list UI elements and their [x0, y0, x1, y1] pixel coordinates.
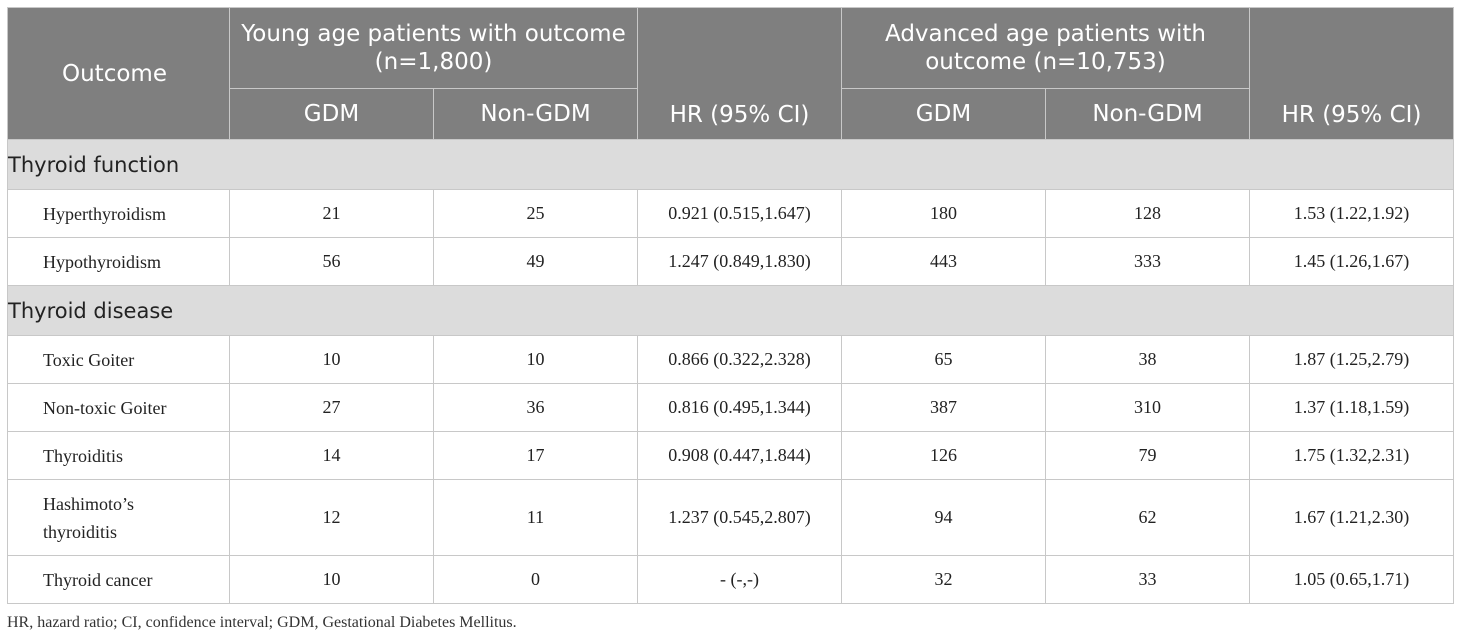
outcome-cell: Hashimoto’s thyroiditis [7, 479, 230, 556]
advanced-gdm-cell: 126 [841, 431, 1046, 480]
young-hr-cell: 1.247 (0.849,1.830) [637, 237, 842, 286]
table-row: Thyroid cancer 10 0 - (-,-) 32 33 1.05 (… [7, 555, 1455, 604]
young-gdm-header: GDM [229, 88, 434, 140]
young-non-gdm-cell: 11 [433, 479, 638, 556]
outcome-cell: Hypothyroidism [7, 237, 230, 286]
advanced-hr-cell: 1.75 (1.32,2.31) [1249, 431, 1455, 480]
young-age-group-header: Young age patients with outcome (n=1,800… [229, 7, 638, 89]
advanced-gdm-cell: 180 [841, 189, 1046, 238]
young-hr-cell: 0.908 (0.447,1.844) [637, 431, 842, 480]
young-non-gdm-cell: 10 [433, 335, 638, 384]
outcome-cell: Thyroiditis [7, 431, 230, 480]
advanced-hr-header: HR (95% CI) [1249, 7, 1455, 140]
section-title: Thyroid function [6, 139, 1455, 190]
outcome-cell: Toxic Goiter [7, 335, 230, 384]
young-non-gdm-cell: 0 [433, 555, 638, 604]
young-gdm-cell: 12 [229, 479, 434, 556]
header-row-2: GDM Non-GDM GDM Non-GDM [8, 88, 1454, 140]
advanced-non-gdm-header: Non-GDM [1044, 88, 1251, 140]
results-table: Outcome Young age patients with outcome … [6, 7, 1455, 604]
young-hr-cell: 0.921 (0.515,1.647) [637, 189, 842, 238]
advanced-non-gdm-cell: 33 [1044, 555, 1251, 604]
young-hr-cell: 0.816 (0.495,1.344) [637, 383, 842, 432]
advanced-gdm-cell: 387 [841, 383, 1046, 432]
advanced-non-gdm-cell: 62 [1044, 479, 1251, 556]
table-footnote: HR, hazard ratio; CI, confidence interva… [7, 614, 517, 631]
advanced-non-gdm-cell: 38 [1044, 335, 1251, 384]
young-non-gdm-header: Non-GDM [433, 88, 638, 140]
section-title: Thyroid disease [6, 285, 1455, 336]
young-hr-header: HR (95% CI) [637, 7, 842, 140]
advanced-hr-cell: 1.05 (0.65,1.71) [1249, 555, 1455, 604]
advanced-hr-cell: 1.67 (1.21,2.30) [1249, 479, 1455, 556]
advanced-gdm-header: GDM [841, 88, 1046, 140]
young-hr-cell: - (-,-) [637, 555, 842, 604]
young-non-gdm-cell: 25 [433, 189, 638, 238]
advanced-non-gdm-cell: 333 [1044, 237, 1251, 286]
young-non-gdm-cell: 17 [433, 431, 638, 480]
advanced-gdm-cell: 94 [841, 479, 1046, 556]
table-row: Non-toxic Goiter 27 36 0.816 (0.495,1.34… [7, 383, 1455, 432]
outcome-cell: Thyroid cancer [7, 555, 230, 604]
advanced-non-gdm-cell: 79 [1044, 431, 1251, 480]
advanced-gdm-cell: 32 [841, 555, 1046, 604]
section-row-thyroid-disease: Thyroid disease [6, 285, 1455, 336]
young-gdm-cell: 10 [229, 555, 434, 604]
advanced-hr-cell: 1.53 (1.22,1.92) [1249, 189, 1455, 238]
table-row: Hyperthyroidism 21 25 0.921 (0.515,1.647… [7, 189, 1455, 238]
young-hr-cell: 1.237 (0.545,2.807) [637, 479, 842, 556]
advanced-gdm-cell: 65 [841, 335, 1046, 384]
table-row: Hashimoto’s thyroiditis 12 11 1.237 (0.5… [7, 479, 1455, 556]
advanced-non-gdm-cell: 128 [1044, 189, 1251, 238]
advanced-age-group-header: Advanced age patients with outcome (n=10… [840, 7, 1251, 89]
young-gdm-cell: 10 [229, 335, 434, 384]
header-row-1: Outcome Young age patients with outcome … [7, 7, 1455, 140]
young-gdm-cell: 27 [229, 383, 434, 432]
young-gdm-cell: 21 [229, 189, 434, 238]
young-non-gdm-cell: 49 [433, 237, 638, 286]
advanced-gdm-cell: 443 [841, 237, 1046, 286]
advanced-hr-cell: 1.37 (1.18,1.59) [1249, 383, 1455, 432]
table-row: Toxic Goiter 10 10 0.866 (0.322,2.328) 6… [7, 335, 1455, 384]
young-gdm-cell: 56 [229, 237, 434, 286]
outcome-header: Outcome [7, 7, 230, 140]
section-row-thyroid-function: Thyroid function [6, 139, 1455, 190]
outcome-cell: Non-toxic Goiter [7, 383, 230, 432]
table-row: Thyroiditis 14 17 0.908 (0.447,1.844) 12… [7, 431, 1455, 480]
outcome-cell: Hyperthyroidism [7, 189, 230, 238]
advanced-hr-cell: 1.45 (1.26,1.67) [1249, 237, 1455, 286]
young-gdm-cell: 14 [229, 431, 434, 480]
advanced-non-gdm-cell: 310 [1044, 383, 1251, 432]
young-non-gdm-cell: 36 [433, 383, 638, 432]
advanced-hr-cell: 1.87 (1.25,2.79) [1249, 335, 1455, 384]
young-hr-cell: 0.866 (0.322,2.328) [637, 335, 842, 384]
table-row: Hypothyroidism 56 49 1.247 (0.849,1.830)… [7, 237, 1455, 286]
